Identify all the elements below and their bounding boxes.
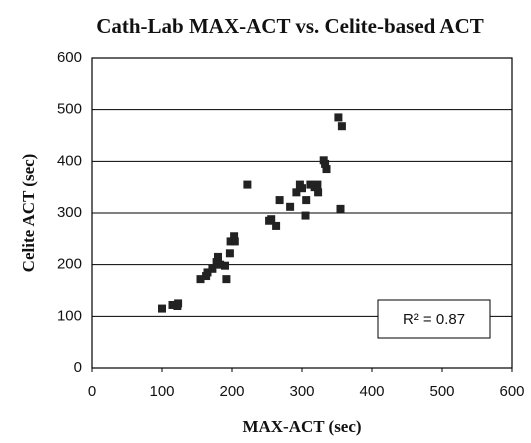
y-tick-label: 500	[57, 101, 82, 118]
point	[225, 249, 234, 258]
y-tick-label: 300	[57, 204, 82, 221]
point	[203, 268, 212, 277]
point	[286, 202, 295, 211]
point	[298, 184, 306, 193]
annotation-box	[377, 299, 491, 339]
y-tick-label: 400	[57, 152, 82, 169]
point	[302, 196, 311, 205]
point	[322, 165, 331, 174]
point	[221, 261, 229, 270]
point	[226, 237, 235, 246]
x-tick-label: 200	[219, 383, 244, 400]
point	[216, 260, 225, 269]
plot-frame	[91, 57, 513, 369]
point	[336, 204, 345, 213]
point	[168, 300, 177, 309]
point	[158, 304, 166, 313]
x-tick-label: 300	[289, 383, 314, 400]
annotation: R² = 0.87	[403, 311, 465, 328]
point	[334, 113, 343, 122]
y-axis-label: Celite ACT (sec)	[19, 154, 38, 273]
point	[337, 122, 346, 131]
point	[208, 264, 217, 273]
point	[292, 188, 301, 197]
y-tick-label: 200	[57, 256, 82, 273]
point	[267, 215, 276, 224]
y-tick-label: 100	[57, 307, 82, 324]
y-tick-label: 600	[57, 49, 82, 66]
point	[306, 180, 315, 189]
x-tick-label: 100	[149, 383, 174, 400]
point	[301, 211, 310, 220]
point	[275, 196, 284, 205]
chart-title: Cath-Lab MAX-ACT vs. Celite-based ACT	[96, 14, 484, 38]
point	[313, 180, 322, 189]
y-tick-label: 0	[74, 359, 82, 376]
point	[222, 275, 231, 284]
x-tick-label: 0	[88, 383, 96, 400]
point	[230, 232, 239, 241]
point	[321, 159, 330, 168]
x-tick-label: 400	[359, 383, 384, 400]
point	[214, 252, 222, 261]
x-tick-label: 500	[429, 383, 454, 400]
point	[272, 221, 281, 230]
x-tick-label: 600	[499, 383, 524, 400]
point	[196, 275, 205, 284]
x-axis-label: MAX-ACT (sec)	[242, 417, 361, 436]
point	[230, 237, 239, 246]
point	[174, 299, 183, 308]
point	[314, 188, 323, 197]
point	[243, 180, 252, 189]
